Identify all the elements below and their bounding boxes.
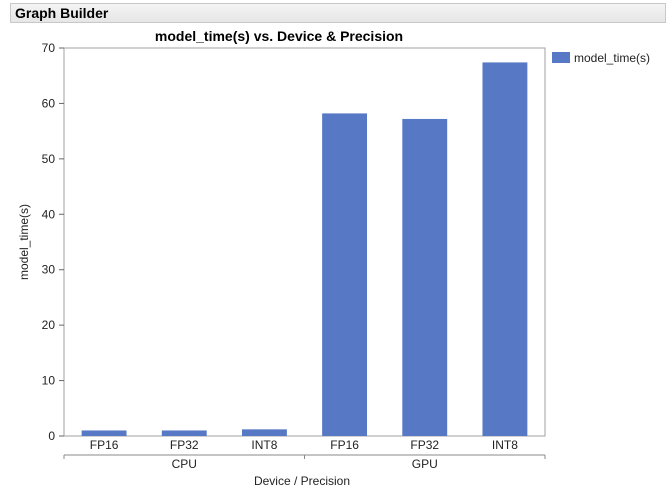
bars xyxy=(81,62,528,437)
x-tick-label: FP16 xyxy=(90,438,119,452)
bar xyxy=(482,62,528,436)
group-label: CPU xyxy=(172,457,197,471)
y-tick-label: 60 xyxy=(42,96,56,110)
group-label: GPU xyxy=(412,457,438,471)
y-tick-label: 0 xyxy=(48,429,55,443)
bar xyxy=(161,430,207,436)
plot-frame xyxy=(63,47,546,437)
x-tick-label: INT8 xyxy=(251,438,277,452)
y-tick-label: 50 xyxy=(42,152,56,166)
legend: model_time(s) xyxy=(552,51,650,65)
bar xyxy=(402,118,448,436)
bar xyxy=(81,430,127,436)
y-tick-label: 20 xyxy=(42,318,56,332)
legend-swatch xyxy=(552,52,570,63)
bar xyxy=(241,429,287,436)
y-tick-label: 40 xyxy=(42,207,56,221)
x-tick-label: FP32 xyxy=(170,438,199,452)
legend-entry: model_time(s) xyxy=(574,51,650,65)
y-axis-label: model_time(s) xyxy=(17,204,31,280)
x-axis-label: Device / Precision xyxy=(254,474,350,488)
x-tick-label: FP16 xyxy=(330,438,359,452)
y-tick-label: 10 xyxy=(42,374,56,388)
y-tick-label: 30 xyxy=(42,263,56,277)
x-tick-label: FP32 xyxy=(410,438,439,452)
chart-title: model_time(s) vs. Device & Precision xyxy=(155,28,403,44)
bar xyxy=(322,113,368,437)
x-tick-label: INT8 xyxy=(492,438,518,452)
window-title: Graph Builder xyxy=(15,5,109,21)
graph-builder-titlebar: Graph Builder xyxy=(10,3,666,23)
x-axis: FP16 FP32 INT8 CPU FP16 FP32 INT8 GPU xyxy=(63,438,546,471)
y-axis: 0 10 20 30 40 50 60 70 xyxy=(42,41,64,443)
y-tick-label: 70 xyxy=(42,41,56,55)
